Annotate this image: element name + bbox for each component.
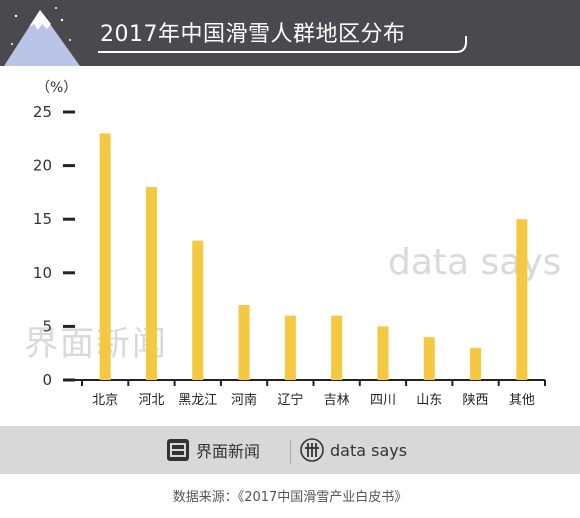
x-tick-label: 山东 [416,393,442,408]
bar-9 [516,219,528,380]
x-tick-label: 河南 [231,392,257,408]
jiemian-logo-icon [167,439,189,461]
footer-datasays-label: data says [330,440,408,460]
bar-7 [423,337,435,380]
footer-logo-datasays: data says [300,438,407,462]
footer-jiemian-label: 界面新闻 [196,442,261,461]
bar-1 [145,187,157,380]
x-tick-label: 北京 [92,393,118,408]
bar-4 [284,315,296,380]
bar-5 [331,315,343,380]
bar-6 [377,326,389,380]
snow-mountain-icon [0,0,84,66]
y-tick-label: 20 [33,157,52,175]
bar-0 [99,133,111,380]
x-tick-label: 其他 [509,393,535,408]
header-bar: 2017年中国滑雪人群地区分布 [0,0,580,66]
title-underline [98,36,467,53]
y-tick-label: 0 [42,371,52,389]
x-tick-label: 辽宁 [277,392,303,408]
x-tick-label: 四川 [370,393,396,408]
y-axis-unit: （%） [36,80,77,96]
x-tick-label: 吉林 [324,393,350,408]
datasays-logo-icon [300,438,324,462]
y-tick-label: 5 [42,317,52,335]
bar-2 [192,240,204,380]
y-tick-label: 10 [33,264,52,282]
watermark-jiemian: 界面新闻 [24,324,168,364]
x-tick-label: 陕西 [463,393,489,408]
footer-divider [290,440,291,464]
y-tick-label: 25 [33,103,52,121]
x-tick-label: 河北 [138,393,164,408]
bar-chart: （%） 0 5 10 15 20 25 北京 河北 黑龙江 河南 辽宁 吉林 四川 山东 陕西 其他 [33,80,546,408]
y-tick-label: 15 [33,210,52,228]
watermark-datasays: data says [388,242,562,283]
bar-8 [470,347,482,380]
page-title: 2017年中国滑雪人群地区分布 [100,22,406,47]
chart-area: 界面新闻 data says （%） 0 5 10 15 20 25 北京 河北 黑龙江 河南 辽宁 吉… [0,66,580,422]
bar-3 [238,304,250,380]
footer-logo-jiemian: 界面新闻 [166,438,260,462]
source-note: 数据来源：《2017中国滑雪产业白皮书》 [172,490,408,505]
x-tick-label: 黑龙江 [178,393,217,408]
